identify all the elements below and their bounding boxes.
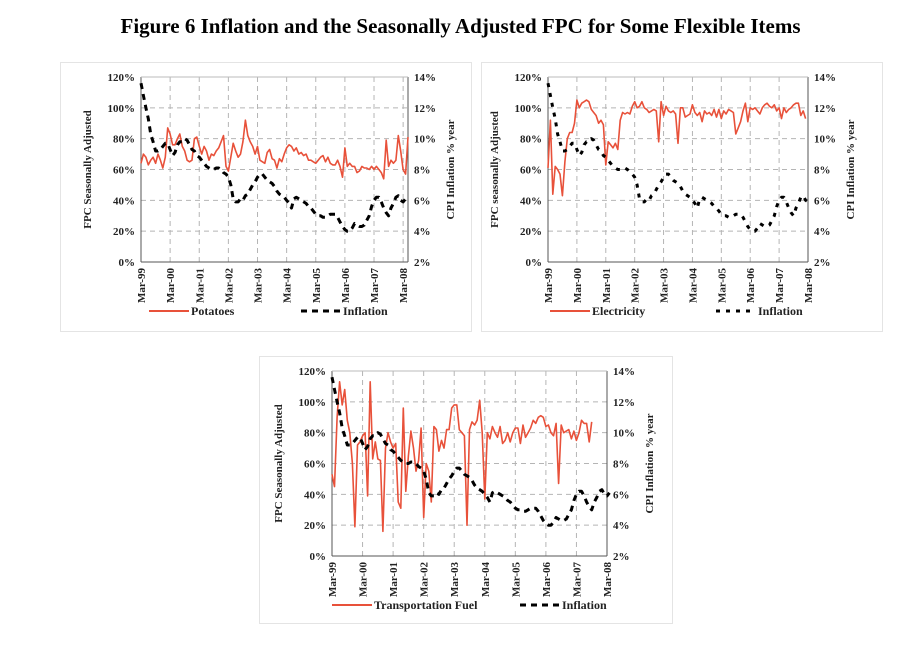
y2-tick-label: 4%	[814, 226, 831, 238]
y2-axis-title: CPI Inflation % year	[445, 119, 457, 219]
y2-tick-label: 12%	[414, 103, 436, 115]
x-tick-label: Mar-99	[136, 268, 148, 304]
series-line-potatoes	[140, 119, 409, 180]
y-tick-label: 40%	[304, 489, 326, 501]
y2-tick-label: 2%	[814, 257, 831, 269]
y-tick-label: 60%	[304, 459, 326, 471]
y-tick-label: 60%	[520, 165, 542, 177]
y-tick-label: 120%	[299, 366, 327, 378]
figure-title: Figure 6 Inflation and the Seasonally Ad…	[120, 14, 801, 38]
x-tick-label: Mar-06	[541, 562, 553, 598]
x-tick-label: Mar-03	[253, 268, 265, 304]
y2-tick-label: 6%	[613, 489, 630, 501]
y2-tick-label: 10%	[414, 134, 436, 146]
y2-tick-label: 6%	[414, 195, 431, 207]
x-tick-label: Mar-03	[449, 562, 461, 598]
chart-potatoes: 0% 20% 40% 60% 80% 100% 120% 2% 4% 6% 8% 10% 12% 14% M…	[82, 72, 457, 318]
x-tick-label: Mar-02	[419, 562, 431, 598]
y-tick-label: 0%	[310, 551, 327, 563]
y-tick-label: 20%	[304, 520, 326, 532]
y-tick-label: 120%	[515, 72, 543, 84]
y2-tick-label: 14%	[814, 72, 836, 84]
x-tick-label: Mar-08	[398, 268, 410, 304]
y2-tick-label: 6%	[814, 195, 831, 207]
y-tick-label: 80%	[520, 134, 542, 146]
y2-tick-label: 10%	[613, 428, 635, 440]
y2-tick-label: 10%	[814, 134, 836, 146]
x-tick-label: Mar-00	[572, 268, 584, 304]
chart-transportation-fuel: 0% 20% 40% 60% 80% 100% 120% 2% 4% 6% 8% 10% 12% 14% M…	[273, 366, 656, 612]
y-tick-label: 120%	[108, 72, 136, 84]
series-line-inflation	[546, 82, 812, 233]
x-tick-label: Mar-05	[311, 268, 323, 304]
y-tick-label: 40%	[520, 195, 542, 207]
chart-electricity: 0% 20% 40% 60% 80% 100% 120% 2% 4% 6% 8% 10% 12% 14% M…	[489, 72, 857, 318]
x-tick-label: Mar-07	[571, 562, 583, 598]
x-tick-label: Mar-07	[774, 268, 786, 304]
y2-axis-title: CPI Inflation % year	[845, 119, 857, 219]
y2-tick-label: 8%	[814, 165, 831, 177]
x-tick-label: Mar-08	[602, 562, 614, 598]
y-tick-label: 0%	[526, 257, 543, 269]
y2-tick-label: 4%	[613, 520, 630, 532]
x-tick-label: Mar-04	[687, 268, 699, 304]
y-tick-label: 100%	[515, 103, 543, 115]
x-tick-label: Mar-03	[659, 268, 671, 304]
y2-tick-label: 8%	[613, 459, 630, 471]
y2-axis-title: CPI Inflation % year	[644, 413, 656, 513]
y2-tick-label: 14%	[613, 366, 635, 378]
x-tick-label: Mar-05	[510, 562, 522, 598]
x-tick-label: Mar-04	[480, 562, 492, 598]
y-axis-title: FPC Seasonally Adjusted	[82, 110, 94, 229]
y-axis-title: FPC seasonally Adjusted	[489, 111, 501, 228]
legend-label: Inflation	[758, 304, 803, 318]
y2-tick-label: 4%	[414, 226, 431, 238]
series-line-inflation	[330, 376, 611, 527]
x-tick-label: Mar-01	[194, 268, 206, 303]
chart-panel-potatoes: 0% 20% 40% 60% 80% 100% 120% 2% 4% 6% 8% 10% 12% 14% M…	[60, 62, 472, 332]
chart-panel-electricity: 0% 20% 40% 60% 80% 100% 120% 2% 4% 6% 8% 10% 12% 14% M…	[481, 62, 883, 332]
y-tick-label: 80%	[304, 428, 326, 440]
y-tick-label: 20%	[520, 226, 542, 238]
x-tick-label: Mar-07	[369, 268, 381, 304]
y2-tick-label: 14%	[414, 72, 436, 84]
x-tick-label: Mar-05	[716, 268, 728, 304]
y-tick-label: 60%	[113, 165, 135, 177]
y-tick-label: 40%	[113, 195, 135, 207]
y2-tick-label: 2%	[414, 257, 431, 269]
y-tick-label: 100%	[108, 103, 136, 115]
y2-tick-label: 12%	[613, 397, 635, 409]
series-line-inflation	[139, 82, 407, 233]
x-tick-label: Mar-01	[388, 562, 400, 597]
y-tick-label: 80%	[113, 134, 135, 146]
x-tick-label: Mar-02	[223, 268, 235, 304]
legend-label: Inflation	[343, 304, 388, 318]
x-tick-label: Mar-99	[543, 268, 555, 304]
y2-tick-label: 12%	[814, 103, 836, 115]
x-tick-label: Mar-99	[327, 562, 339, 598]
y2-tick-label: 2%	[613, 551, 630, 563]
x-tick-label: Mar-04	[282, 268, 294, 304]
x-tick-label: Mar-08	[803, 268, 815, 304]
y-tick-label: 0%	[119, 257, 136, 269]
legend-label: Inflation	[562, 598, 607, 612]
x-tick-label: Mar-06	[340, 268, 352, 304]
y2-tick-label: 8%	[414, 165, 431, 177]
y-axis-title: FPC Seasonally Adjusted	[273, 404, 285, 523]
legend-label: Electricity	[592, 304, 645, 318]
x-tick-label: Mar-06	[745, 268, 757, 304]
series-line-transportation-fuel	[331, 380, 593, 533]
legend-label: Transportation Fuel	[374, 598, 478, 612]
x-tick-label: Mar-00	[165, 268, 177, 304]
x-tick-label: Mar-02	[630, 268, 642, 304]
x-tick-label: Mar-00	[358, 562, 370, 598]
x-tick-label: Mar-01	[601, 268, 613, 303]
y-tick-label: 20%	[113, 226, 135, 238]
series-line-electricity	[547, 99, 807, 197]
chart-panel-transportation-fuel: 0% 20% 40% 60% 80% 100% 120% 2% 4% 6% 8% 10% 12% 14% M…	[259, 356, 673, 624]
y-tick-label: 100%	[299, 397, 327, 409]
legend-label: Potatoes	[191, 304, 235, 318]
